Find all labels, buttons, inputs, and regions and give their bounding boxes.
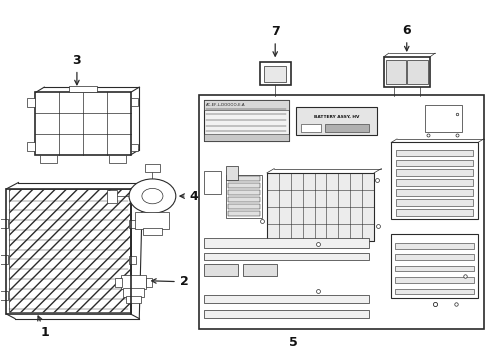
Bar xyxy=(69,86,97,93)
Bar xyxy=(396,199,473,206)
Text: 2: 2 xyxy=(152,275,189,288)
Bar xyxy=(129,292,136,300)
Bar xyxy=(203,296,369,303)
Bar xyxy=(267,173,374,241)
Bar xyxy=(391,234,478,298)
Bar xyxy=(130,144,138,152)
Bar xyxy=(395,266,474,271)
Bar xyxy=(395,243,474,249)
Bar xyxy=(243,264,277,276)
Bar xyxy=(386,60,406,84)
Bar xyxy=(40,155,57,163)
Bar xyxy=(265,66,287,82)
Bar xyxy=(395,289,474,294)
Text: 7: 7 xyxy=(271,25,280,56)
Bar xyxy=(125,296,141,302)
Bar xyxy=(228,190,260,195)
Bar xyxy=(391,143,478,219)
Bar xyxy=(0,291,8,300)
Bar xyxy=(203,134,289,141)
Bar xyxy=(35,93,130,155)
Bar xyxy=(395,254,474,260)
Bar xyxy=(384,57,430,87)
Bar xyxy=(203,238,369,248)
Bar xyxy=(0,219,8,228)
Bar xyxy=(203,100,289,111)
Bar xyxy=(301,124,320,132)
Bar xyxy=(203,264,238,276)
Bar xyxy=(121,275,146,289)
Text: 5: 5 xyxy=(290,336,298,350)
Bar xyxy=(115,278,122,287)
Bar xyxy=(123,288,144,297)
Bar xyxy=(146,278,152,287)
Bar xyxy=(107,190,117,203)
Bar xyxy=(145,163,160,172)
Circle shape xyxy=(129,179,176,213)
Text: AC-EF-L-DOOOO-E-A: AC-EF-L-DOOOO-E-A xyxy=(206,103,245,107)
Bar xyxy=(425,105,462,132)
Bar xyxy=(225,175,262,217)
Bar xyxy=(396,209,473,216)
Bar xyxy=(203,310,369,318)
Bar xyxy=(130,98,138,106)
Bar xyxy=(396,189,473,196)
Bar xyxy=(0,255,8,264)
Bar xyxy=(199,95,484,329)
Bar xyxy=(129,256,136,264)
Bar xyxy=(6,189,130,314)
Bar xyxy=(203,100,289,141)
Bar xyxy=(228,176,260,181)
Bar xyxy=(225,166,238,180)
Text: 4: 4 xyxy=(180,190,198,203)
Bar xyxy=(27,98,35,107)
Bar xyxy=(325,124,369,132)
Bar xyxy=(27,143,35,152)
Bar xyxy=(228,197,260,202)
Text: 3: 3 xyxy=(73,54,81,85)
Bar xyxy=(407,60,428,84)
Bar xyxy=(395,277,474,283)
Bar xyxy=(203,253,369,260)
Bar xyxy=(109,155,125,163)
Bar xyxy=(228,204,260,209)
Bar xyxy=(396,150,473,156)
Bar xyxy=(135,212,170,229)
Bar xyxy=(228,211,260,216)
Bar xyxy=(296,107,376,135)
Bar xyxy=(260,62,291,85)
Text: 6: 6 xyxy=(402,24,411,51)
Bar xyxy=(396,179,473,186)
Bar xyxy=(129,220,136,228)
Bar xyxy=(9,189,130,312)
Text: BATTERY ASSY, HV: BATTERY ASSY, HV xyxy=(314,115,359,119)
Bar xyxy=(396,159,473,166)
Circle shape xyxy=(142,188,163,204)
Bar xyxy=(396,170,473,176)
Bar xyxy=(143,228,162,235)
Text: 1: 1 xyxy=(38,316,49,339)
Bar xyxy=(228,183,260,188)
Bar xyxy=(203,171,220,194)
